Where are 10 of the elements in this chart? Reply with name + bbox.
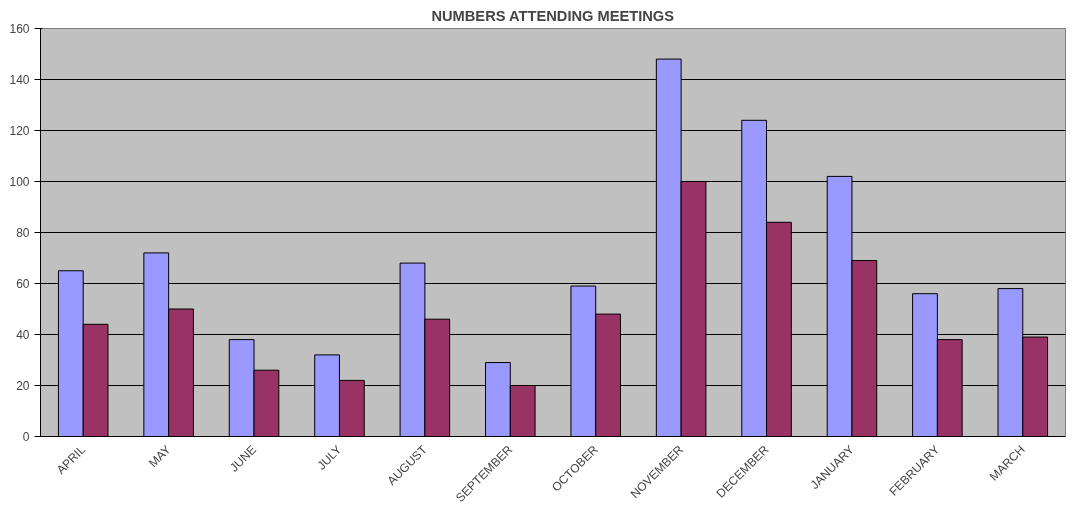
chart-title: NUMBERS ATTENDING MEETINGS (431, 7, 675, 24)
y-tick-label: 40 (16, 328, 30, 342)
y-tick-label: 20 (16, 379, 30, 393)
y-tick-label: 80 (16, 226, 30, 240)
y-tick-label: 160 (9, 22, 30, 36)
y-tick-label: 120 (9, 124, 30, 138)
y-tick-label: 0 (22, 430, 30, 444)
y-tick-label: 60 (16, 277, 30, 291)
y-tick-label: 100 (9, 175, 30, 189)
y-tick-label: 140 (9, 73, 30, 87)
